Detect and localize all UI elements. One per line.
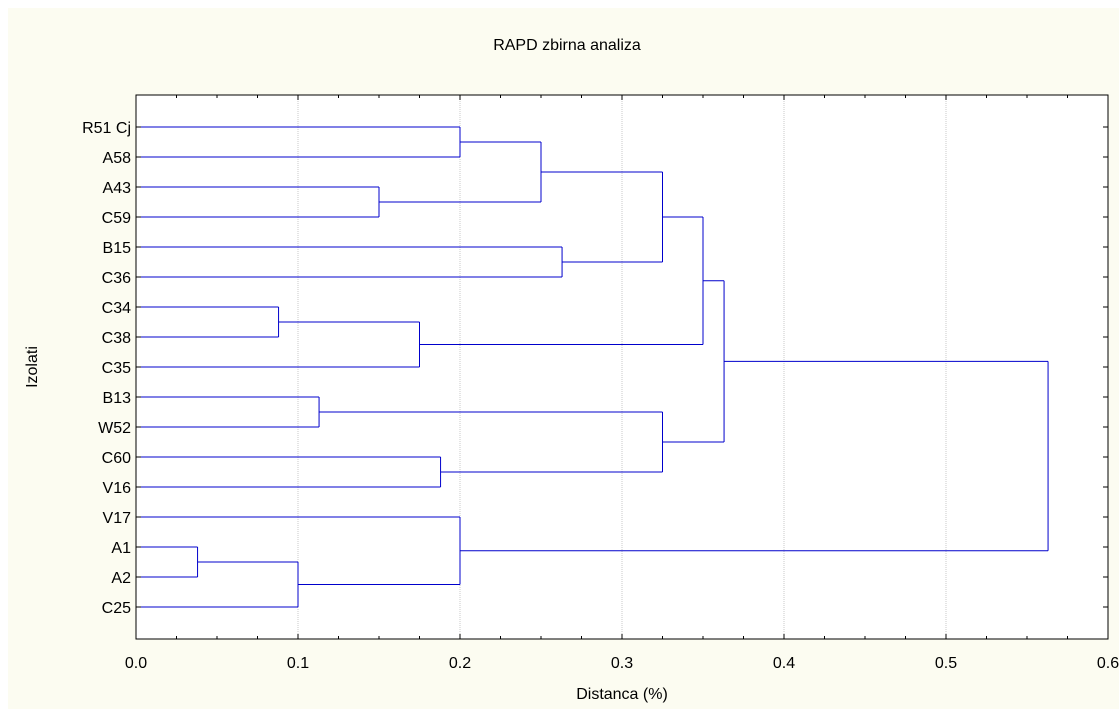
- x-tick-label: 0.1: [287, 655, 309, 672]
- leaf-label: A43: [103, 180, 132, 197]
- x-tick-label: 0.3: [611, 655, 633, 672]
- leaf-label: B13: [103, 390, 132, 407]
- leaf-label: W52: [98, 420, 131, 437]
- leaf-label: A2: [111, 570, 131, 587]
- x-tick-label: 0.2: [449, 655, 471, 672]
- x-tick-label: 0.6: [1097, 655, 1119, 672]
- leaf-label: C25: [102, 600, 131, 617]
- dendrogram-tree: [136, 126, 1049, 608]
- x-tick-labels: 0.0 0.1 0.2 0.3 0.4 0.5 0.6: [125, 655, 1119, 672]
- leaf-label: V16: [103, 480, 132, 497]
- leaf-label: V17: [103, 510, 132, 527]
- leaf-label: C35: [102, 360, 131, 377]
- dendrogram-chart: 0.0 0.1 0.2 0.3 0.4 0.5 0.6 R51 Cj A58 A43 C59 B15…: [24, 37, 1119, 703]
- axis-ticks: [135, 95, 1109, 639]
- x-tick-label: 0.4: [773, 655, 795, 672]
- leaf-label: C38: [102, 330, 131, 347]
- leaf-label: A58: [103, 150, 132, 167]
- x-tick-label: 0.5: [935, 655, 957, 672]
- leaf-labels: R51 Cj A58 A43 C59 B15 C36 C34 C38 C35 B13 W52 C60 V…: [82, 120, 131, 617]
- x-tick-label: 0.0: [125, 655, 147, 672]
- chart-frame: 0.0 0.1 0.2 0.3 0.4 0.5 0.6 R51 Cj A58 A43 C59 B15…: [8, 8, 1119, 709]
- chart-title: RAPD zbirna analiza: [493, 37, 641, 54]
- leaf-label: R51 Cj: [82, 120, 131, 137]
- x-axis-label: Distanca (%): [576, 686, 668, 703]
- leaf-label: C59: [102, 210, 131, 227]
- y-axis-label: Izolati: [24, 346, 41, 388]
- leaf-label: C34: [102, 300, 131, 317]
- leaf-label: A1: [111, 540, 131, 557]
- leaf-label: C60: [102, 450, 131, 467]
- leaf-label: C36: [102, 270, 131, 287]
- leaf-label: B15: [103, 240, 132, 257]
